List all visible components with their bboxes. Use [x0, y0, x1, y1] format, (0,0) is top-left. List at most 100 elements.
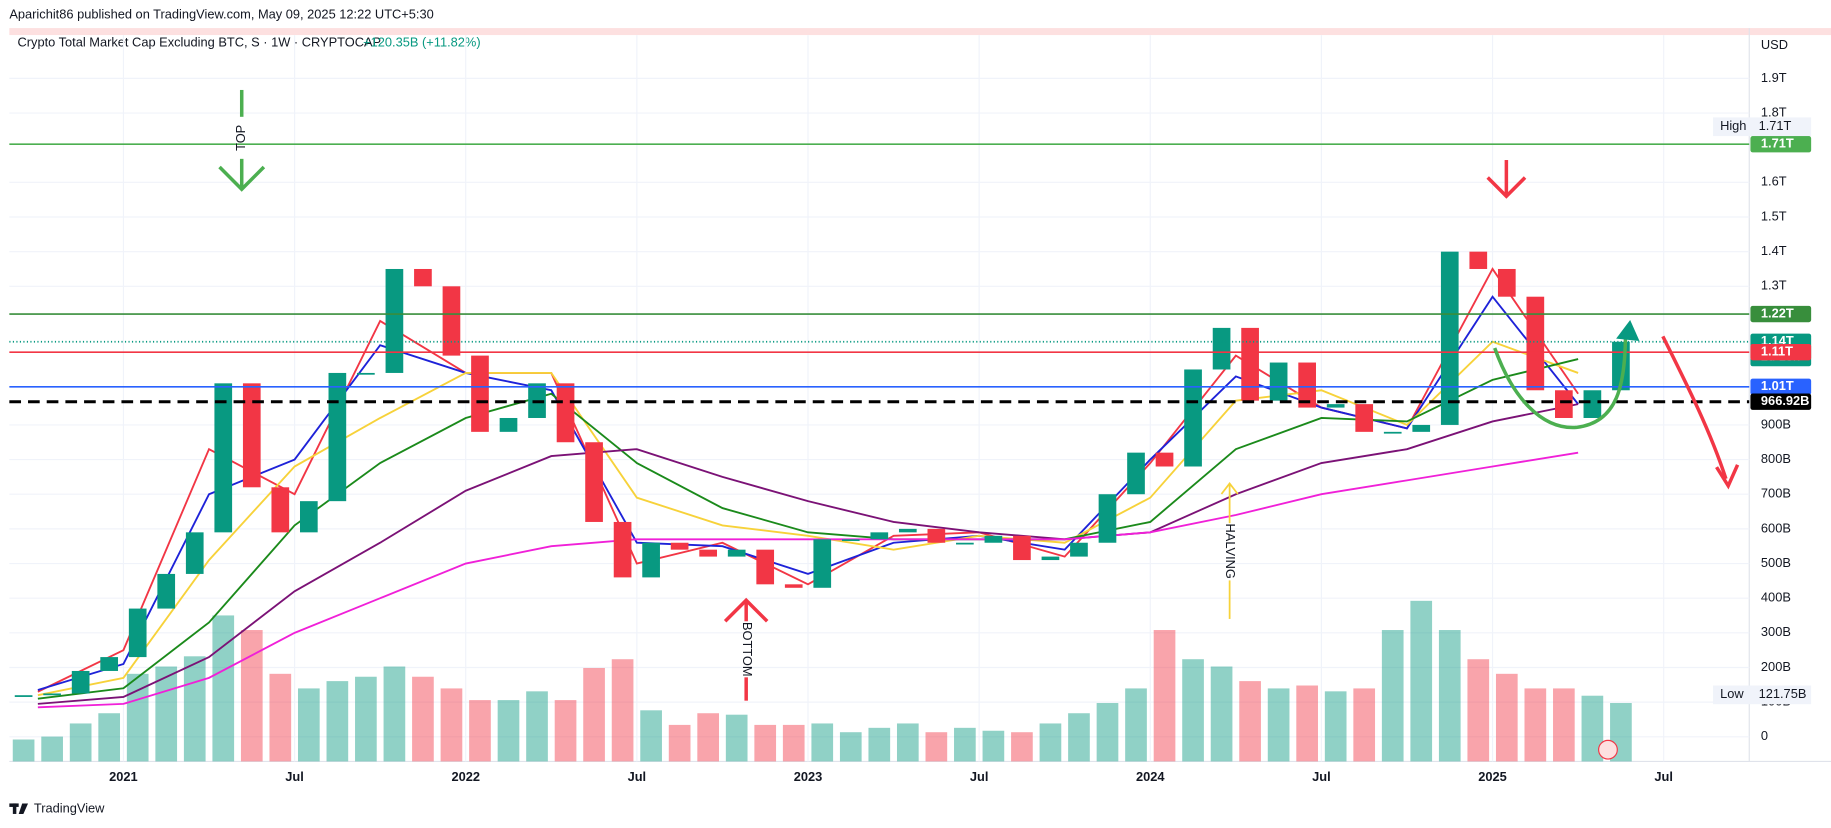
events-icon — [1598, 739, 1618, 760]
moving-average — [37, 451, 1579, 709]
recovery-arrowhead — [1616, 319, 1640, 342]
y-tick-label: 400B — [1761, 590, 1791, 605]
candle-body — [1583, 390, 1602, 418]
candle-body — [613, 521, 632, 578]
level-label-box — [1750, 378, 1812, 395]
bottom-label: BOTTOM — [740, 622, 755, 677]
level-label: 966.92B — [1761, 393, 1810, 408]
y-tick-label: 700B — [1761, 486, 1791, 501]
volume-bar — [1410, 600, 1433, 762]
y-tick-label: 1.3T — [1761, 278, 1787, 293]
candle-body — [1298, 362, 1316, 408]
volume-bar — [1125, 688, 1147, 762]
volume-bar — [155, 666, 178, 762]
candle-body — [1184, 369, 1202, 467]
candle-body — [157, 573, 176, 609]
volume-bar — [412, 676, 434, 762]
volume-bar — [1324, 691, 1347, 762]
level-label-box — [1750, 343, 1812, 361]
volume-bar — [126, 673, 149, 762]
candle-body — [43, 693, 61, 696]
candle-body — [642, 542, 660, 578]
candle-body — [242, 383, 261, 488]
candle-body — [1241, 327, 1259, 401]
volume-bar — [611, 659, 634, 762]
volume-bar — [1210, 666, 1233, 762]
candle-body — [471, 355, 489, 432]
y-tick-label: 200B — [1761, 659, 1791, 674]
candle-body — [1440, 251, 1459, 425]
high-label: High — [1720, 118, 1746, 133]
moving-average — [37, 358, 1579, 700]
candle-body — [841, 539, 860, 542]
y-tick-label: 800B — [1761, 451, 1791, 466]
candle-body — [984, 535, 1003, 543]
volume-bar — [697, 713, 719, 762]
volume-bar — [98, 713, 121, 762]
volume-bar — [754, 724, 777, 762]
volume-bar — [12, 739, 35, 762]
x-tick-label: Jul — [628, 769, 647, 784]
drop-arrowhead — [1715, 464, 1740, 490]
candle-body — [1526, 296, 1545, 391]
candle-body — [214, 383, 233, 533]
bottom-arrow — [723, 597, 769, 701]
candle-body — [1412, 424, 1431, 432]
level-label: 1.22T — [1761, 305, 1794, 320]
volume-bar — [1553, 688, 1575, 762]
volume-bar — [269, 673, 292, 762]
volume-bar — [69, 723, 92, 762]
high-box — [1713, 117, 1812, 137]
volume-bar — [440, 688, 463, 762]
symbol-title: Crypto Total Market Cap Excluding BTC, S… — [18, 35, 382, 50]
candle-body — [385, 268, 404, 373]
volume-bar — [526, 691, 548, 762]
level-label-box — [1750, 136, 1812, 153]
candle-body — [870, 532, 889, 540]
level-label: 1.11T — [1761, 344, 1793, 359]
candle-body — [898, 528, 917, 533]
volume-bar — [1524, 688, 1547, 762]
volume-bar — [1068, 713, 1090, 762]
candle-body — [100, 657, 119, 671]
moving-average — [37, 340, 1579, 697]
volume-bar — [896, 723, 919, 762]
x-tick-label: Jul — [285, 769, 304, 784]
volume-bar — [326, 681, 349, 762]
y-tick-label: 600B — [1761, 520, 1791, 535]
volume-bar — [183, 656, 206, 762]
candle-body — [956, 542, 974, 545]
low-label: Low — [1720, 686, 1744, 701]
x-tick-label: 2023 — [794, 769, 823, 784]
candle-body — [1326, 404, 1345, 408]
brand-logo — [9, 803, 29, 814]
y-tick-label: 500B — [1761, 555, 1791, 570]
candle-body — [1469, 251, 1488, 269]
volume-bar — [1495, 673, 1518, 762]
publisher: Aparichit86 published on TradingView.com… — [9, 7, 433, 22]
candle-body — [414, 268, 432, 287]
x-tick-label: Jul — [1654, 769, 1673, 784]
candle-body — [271, 487, 290, 533]
y-tick-label: 0 — [1761, 728, 1768, 743]
recovery-curve — [1493, 332, 1628, 430]
top-band — [9, 28, 1831, 36]
y-tick-label: 900B — [1761, 416, 1791, 431]
candle-body — [784, 584, 803, 588]
brand: TradingView — [34, 801, 105, 816]
volume-bar — [497, 700, 520, 762]
candle-body — [14, 695, 33, 697]
level-label-box — [1750, 305, 1812, 323]
y-tick-label: 1.5T — [1761, 208, 1787, 223]
volume — [12, 600, 1632, 762]
volume-bar — [240, 630, 263, 762]
level-label: 1.71T — [1761, 136, 1794, 151]
volume-bar — [954, 727, 976, 762]
low-value: 121.75B — [1759, 686, 1807, 701]
volume-bar — [1011, 732, 1033, 762]
volume-bar — [668, 724, 691, 762]
candle-body — [585, 442, 603, 522]
top-arrow — [218, 89, 266, 192]
